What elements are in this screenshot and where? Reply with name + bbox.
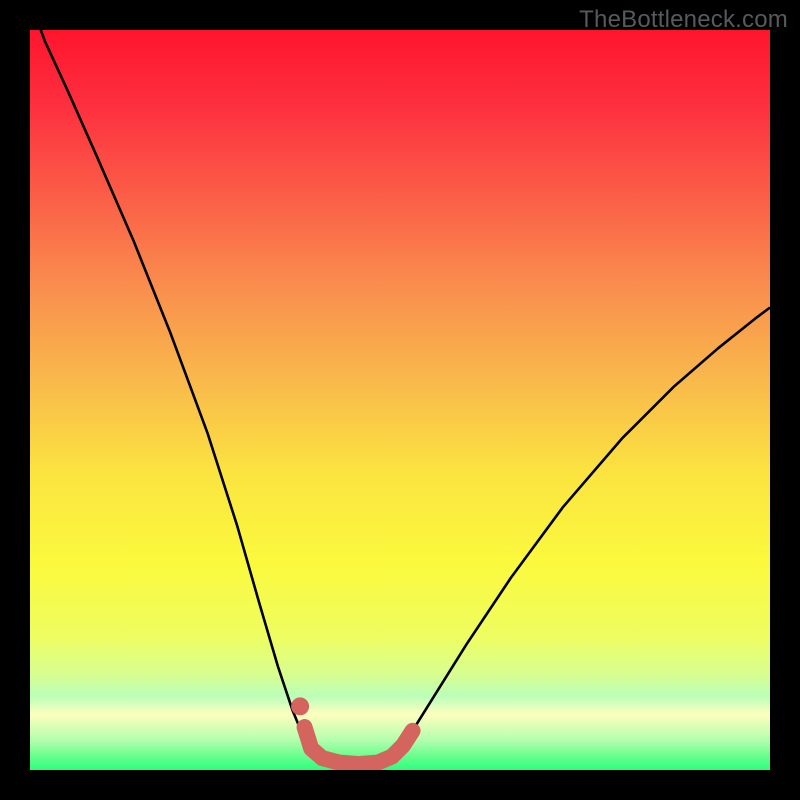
watermark-text: TheBottleneck.com xyxy=(579,6,788,34)
highlight-dot xyxy=(291,697,309,715)
bottleneck-curve-chart xyxy=(30,30,770,770)
